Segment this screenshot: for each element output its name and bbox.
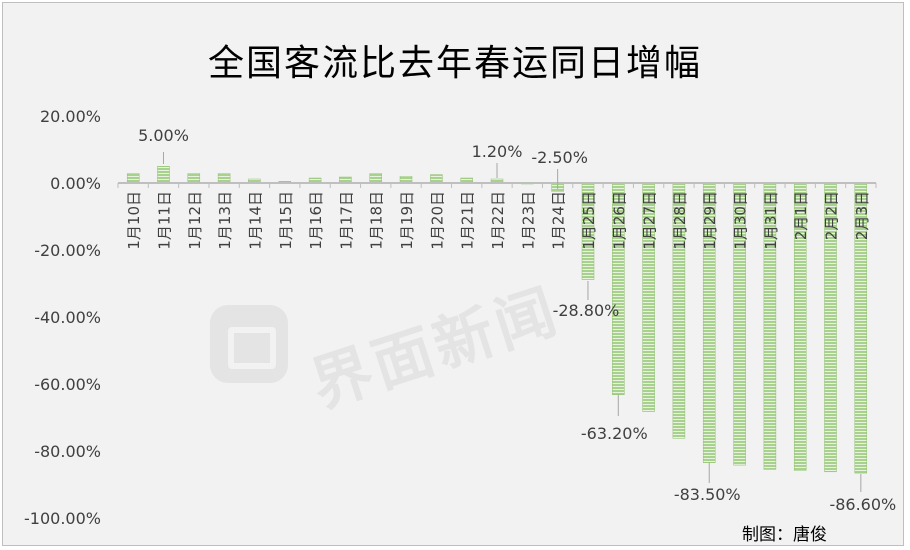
- category-label: 1月18日: [368, 191, 386, 250]
- y-tick-label: -60.00%: [34, 375, 101, 394]
- category-label: 1月26日: [610, 191, 628, 250]
- bar: [217, 173, 231, 184]
- data-label: -2.50%: [531, 148, 588, 167]
- category-label: 1月11日: [155, 191, 173, 250]
- data-label: -83.50%: [674, 485, 741, 504]
- category-label: 2月2日: [823, 191, 841, 240]
- category-label: 1月21日: [459, 191, 477, 250]
- chart-title: 全国客流比去年春运同日增幅: [207, 43, 702, 84]
- bar: [157, 166, 170, 184]
- category-label: 1月20日: [428, 191, 446, 250]
- category-label: 1月30日: [732, 191, 750, 250]
- category-label: 1月25日: [580, 191, 598, 250]
- category-label: 1月17日: [337, 191, 355, 250]
- data-label: -28.80%: [553, 301, 620, 320]
- category-label: 1月29日: [701, 191, 719, 250]
- category-label: 1月28日: [671, 191, 689, 250]
- category-label: 1月14日: [246, 191, 264, 250]
- category-label: 1月16日: [307, 191, 325, 250]
- data-label: -86.60%: [829, 495, 896, 514]
- category-label: 1月24日: [550, 191, 568, 250]
- category-label: 1月13日: [216, 191, 234, 250]
- y-tick-label: 0.00%: [50, 174, 101, 193]
- category-label: 2月3日: [853, 191, 871, 240]
- data-label: 5.00%: [138, 126, 189, 145]
- data-labels: 5.00% 1.20% -2.50% -28.80% -63.20% -83.50% -86…: [138, 126, 896, 514]
- watermark-logo: 界面新闻: [210, 276, 568, 422]
- category-label: 1月12日: [186, 191, 204, 250]
- bar-series: [126, 166, 868, 474]
- category-label: 1月23日: [519, 191, 537, 250]
- category-label: 1月10日: [125, 191, 143, 250]
- bar: [430, 174, 443, 184]
- category-label: 1月19日: [398, 191, 416, 250]
- y-tick-label: -80.00%: [34, 442, 101, 461]
- credit-text: 制图：唐俊: [742, 525, 827, 545]
- category-label: 1月22日: [489, 191, 507, 250]
- x-axis: [117, 182, 877, 188]
- y-tick-label: -100.00%: [24, 509, 101, 528]
- category-label: 2月1日: [792, 191, 810, 240]
- y-tick-label: -20.00%: [34, 241, 101, 260]
- y-tick-label: -40.00%: [34, 308, 101, 327]
- y-tick-label: 20.00%: [40, 107, 101, 126]
- bar: [187, 173, 201, 184]
- category-labels: 1月10日 1月11日 1月12日 1月13日 1月14日 1月15日 1月16日 1月17日…: [125, 191, 871, 250]
- category-label: 1月15日: [277, 191, 295, 250]
- bar: [399, 176, 413, 184]
- y-axis: 20.00% 0.00% -20.00% -40.00% -60.00% -80.00% -…: [24, 107, 101, 528]
- bar: [369, 173, 382, 184]
- bar: [126, 173, 140, 184]
- data-label: -63.20%: [581, 424, 648, 443]
- data-label: 1.20%: [472, 142, 523, 161]
- watermark-icon: [210, 304, 288, 383]
- category-label: 1月31日: [762, 191, 780, 250]
- category-label: 1月27日: [641, 191, 659, 250]
